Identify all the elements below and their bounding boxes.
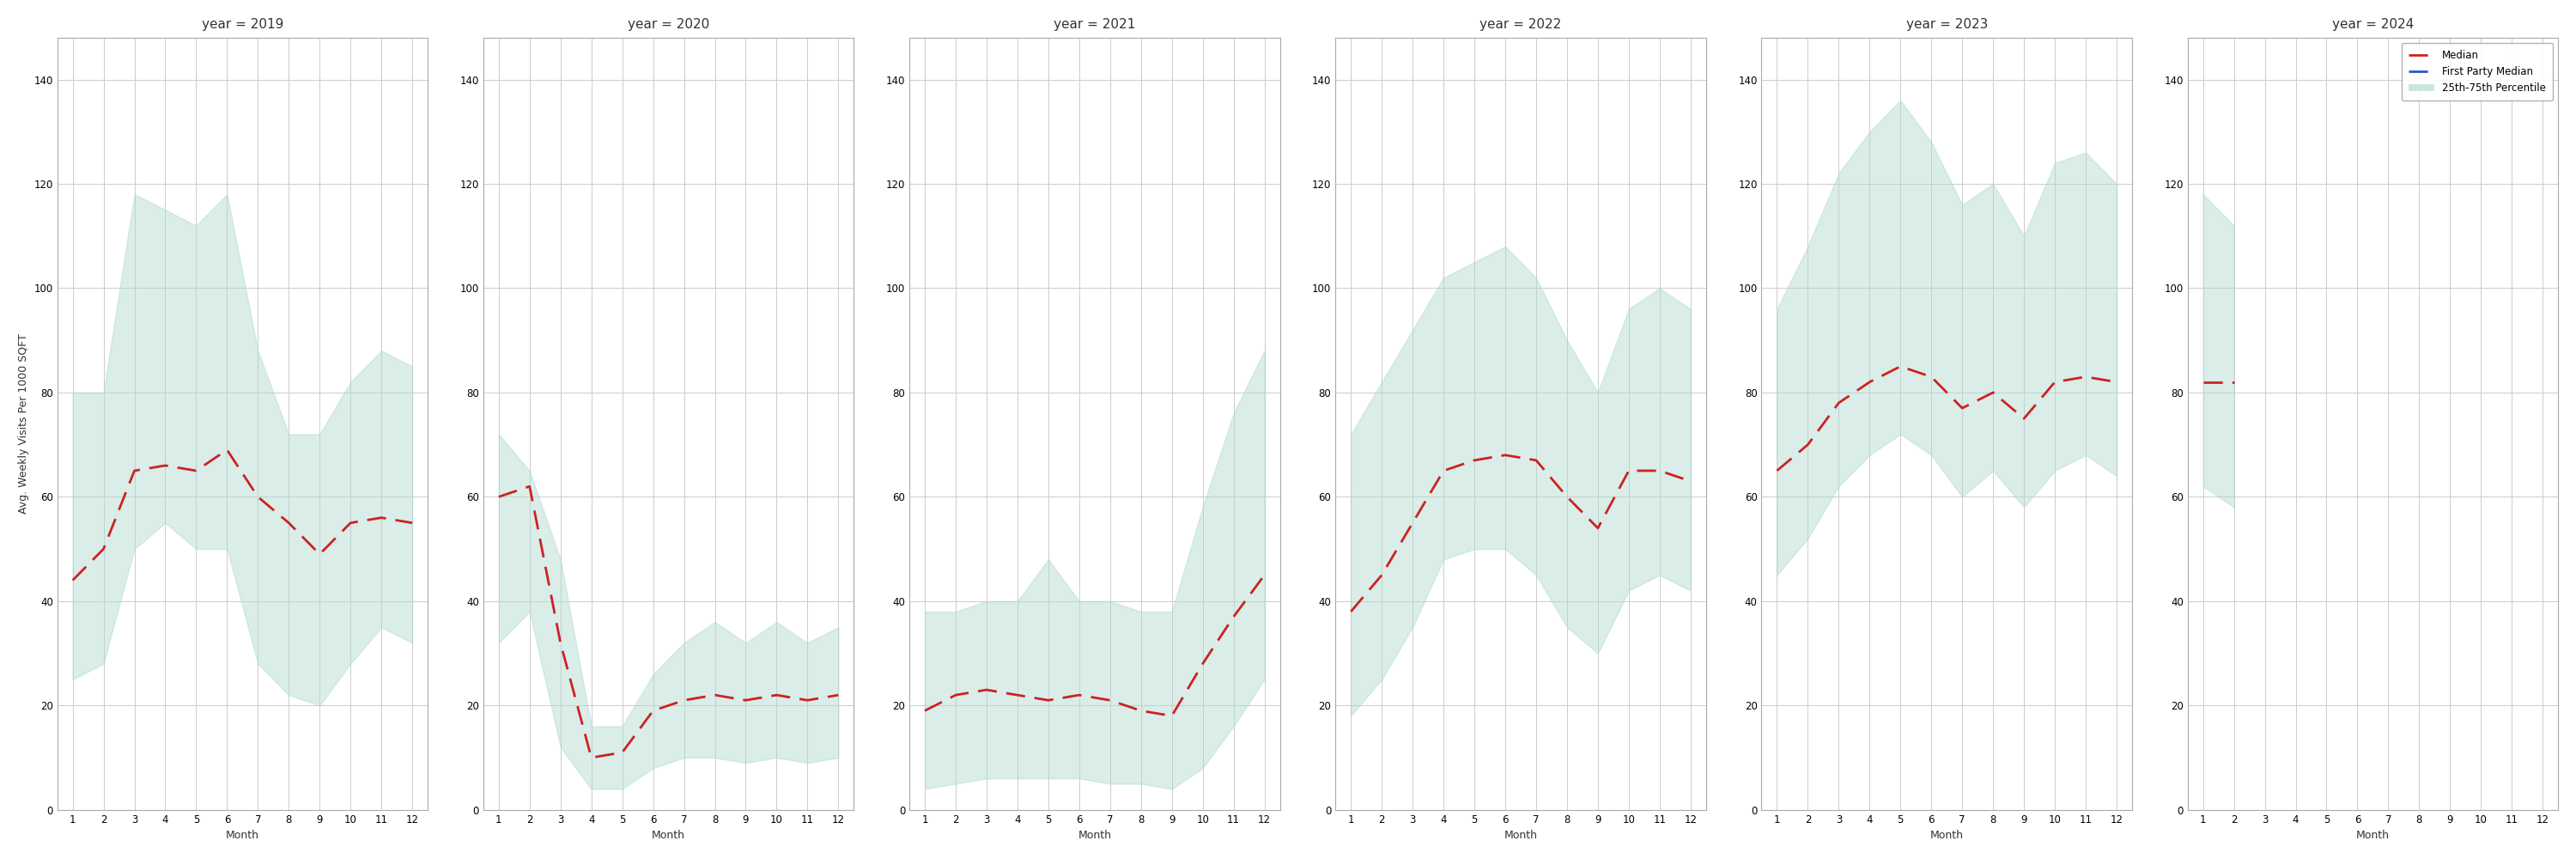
Median <box>1157 710 1188 721</box>
Median <box>1365 570 1396 580</box>
Median <box>1095 695 1126 705</box>
Median <box>940 690 971 700</box>
Median <box>2102 377 2133 387</box>
Median <box>2218 377 2249 387</box>
Median <box>242 491 273 502</box>
Median <box>1520 455 1551 466</box>
Median <box>1917 372 1947 382</box>
X-axis label: Month: Month <box>227 830 260 841</box>
Median <box>304 549 335 559</box>
X-axis label: Month: Month <box>2357 830 2391 841</box>
Median <box>1613 466 1643 476</box>
Title: year = 2021: year = 2021 <box>1054 18 1136 31</box>
Median <box>1126 705 1157 716</box>
Median <box>2040 377 2071 387</box>
X-axis label: Month: Month <box>1929 830 1963 841</box>
Median <box>1334 606 1365 617</box>
Median <box>57 576 88 586</box>
Median <box>1218 612 1249 622</box>
Title: year = 2020: year = 2020 <box>629 18 708 31</box>
Median <box>670 695 701 705</box>
Median <box>2071 372 2102 382</box>
Median <box>1886 362 1917 372</box>
Median <box>211 445 242 455</box>
Median <box>1396 518 1427 528</box>
Median <box>909 705 940 716</box>
Median <box>760 690 791 700</box>
Median <box>608 747 639 758</box>
Median <box>366 513 397 523</box>
Median <box>729 695 760 705</box>
Line: Median: Median <box>1350 455 1690 612</box>
Median <box>515 481 546 491</box>
Median <box>1551 491 1582 502</box>
Title: year = 2022: year = 2022 <box>1479 18 1561 31</box>
Median <box>1458 455 1489 466</box>
Median <box>2187 377 2218 387</box>
X-axis label: Month: Month <box>1504 830 1538 841</box>
Title: year = 2019: year = 2019 <box>201 18 283 31</box>
Median <box>822 690 853 700</box>
Line: Median: Median <box>1777 367 2117 471</box>
Median <box>1249 570 1280 580</box>
Median <box>1188 659 1218 669</box>
Line: Median: Median <box>500 486 837 758</box>
Median <box>1064 690 1095 700</box>
Legend: Median, First Party Median, 25th-75th Percentile: Median, First Party Median, 25th-75th Pe… <box>2401 43 2553 101</box>
Median <box>1643 466 1674 476</box>
Median <box>639 705 670 716</box>
Median <box>1793 440 1824 450</box>
Median <box>1674 476 1705 486</box>
Median <box>577 752 608 763</box>
Median <box>1033 695 1064 705</box>
Title: year = 2024: year = 2024 <box>2331 18 2414 31</box>
Line: Median: Median <box>925 575 1265 716</box>
Median <box>546 637 577 648</box>
Median <box>1762 466 1793 476</box>
Median <box>180 466 211 476</box>
Median <box>701 690 732 700</box>
Median <box>118 466 149 476</box>
Median <box>1427 466 1458 476</box>
Median <box>1978 387 2009 398</box>
Median <box>1855 377 1886 387</box>
X-axis label: Month: Month <box>1077 830 1110 841</box>
Median <box>1002 690 1033 700</box>
Title: year = 2023: year = 2023 <box>1906 18 1989 31</box>
Median <box>1489 450 1520 460</box>
Line: Median: Median <box>72 450 412 581</box>
Y-axis label: Avg. Weekly Visits Per 1000 SQFT: Avg. Weekly Visits Per 1000 SQFT <box>18 333 28 514</box>
Median <box>149 460 180 471</box>
Median <box>335 518 366 528</box>
Median <box>971 685 1002 695</box>
Median <box>273 518 304 528</box>
Median <box>1824 398 1855 408</box>
Median <box>88 544 118 554</box>
Median <box>1582 523 1613 533</box>
Median <box>397 518 428 528</box>
X-axis label: Month: Month <box>652 830 685 841</box>
Median <box>484 491 515 502</box>
Median <box>1947 403 1978 413</box>
Median <box>2009 413 2040 423</box>
Median <box>791 695 822 705</box>
